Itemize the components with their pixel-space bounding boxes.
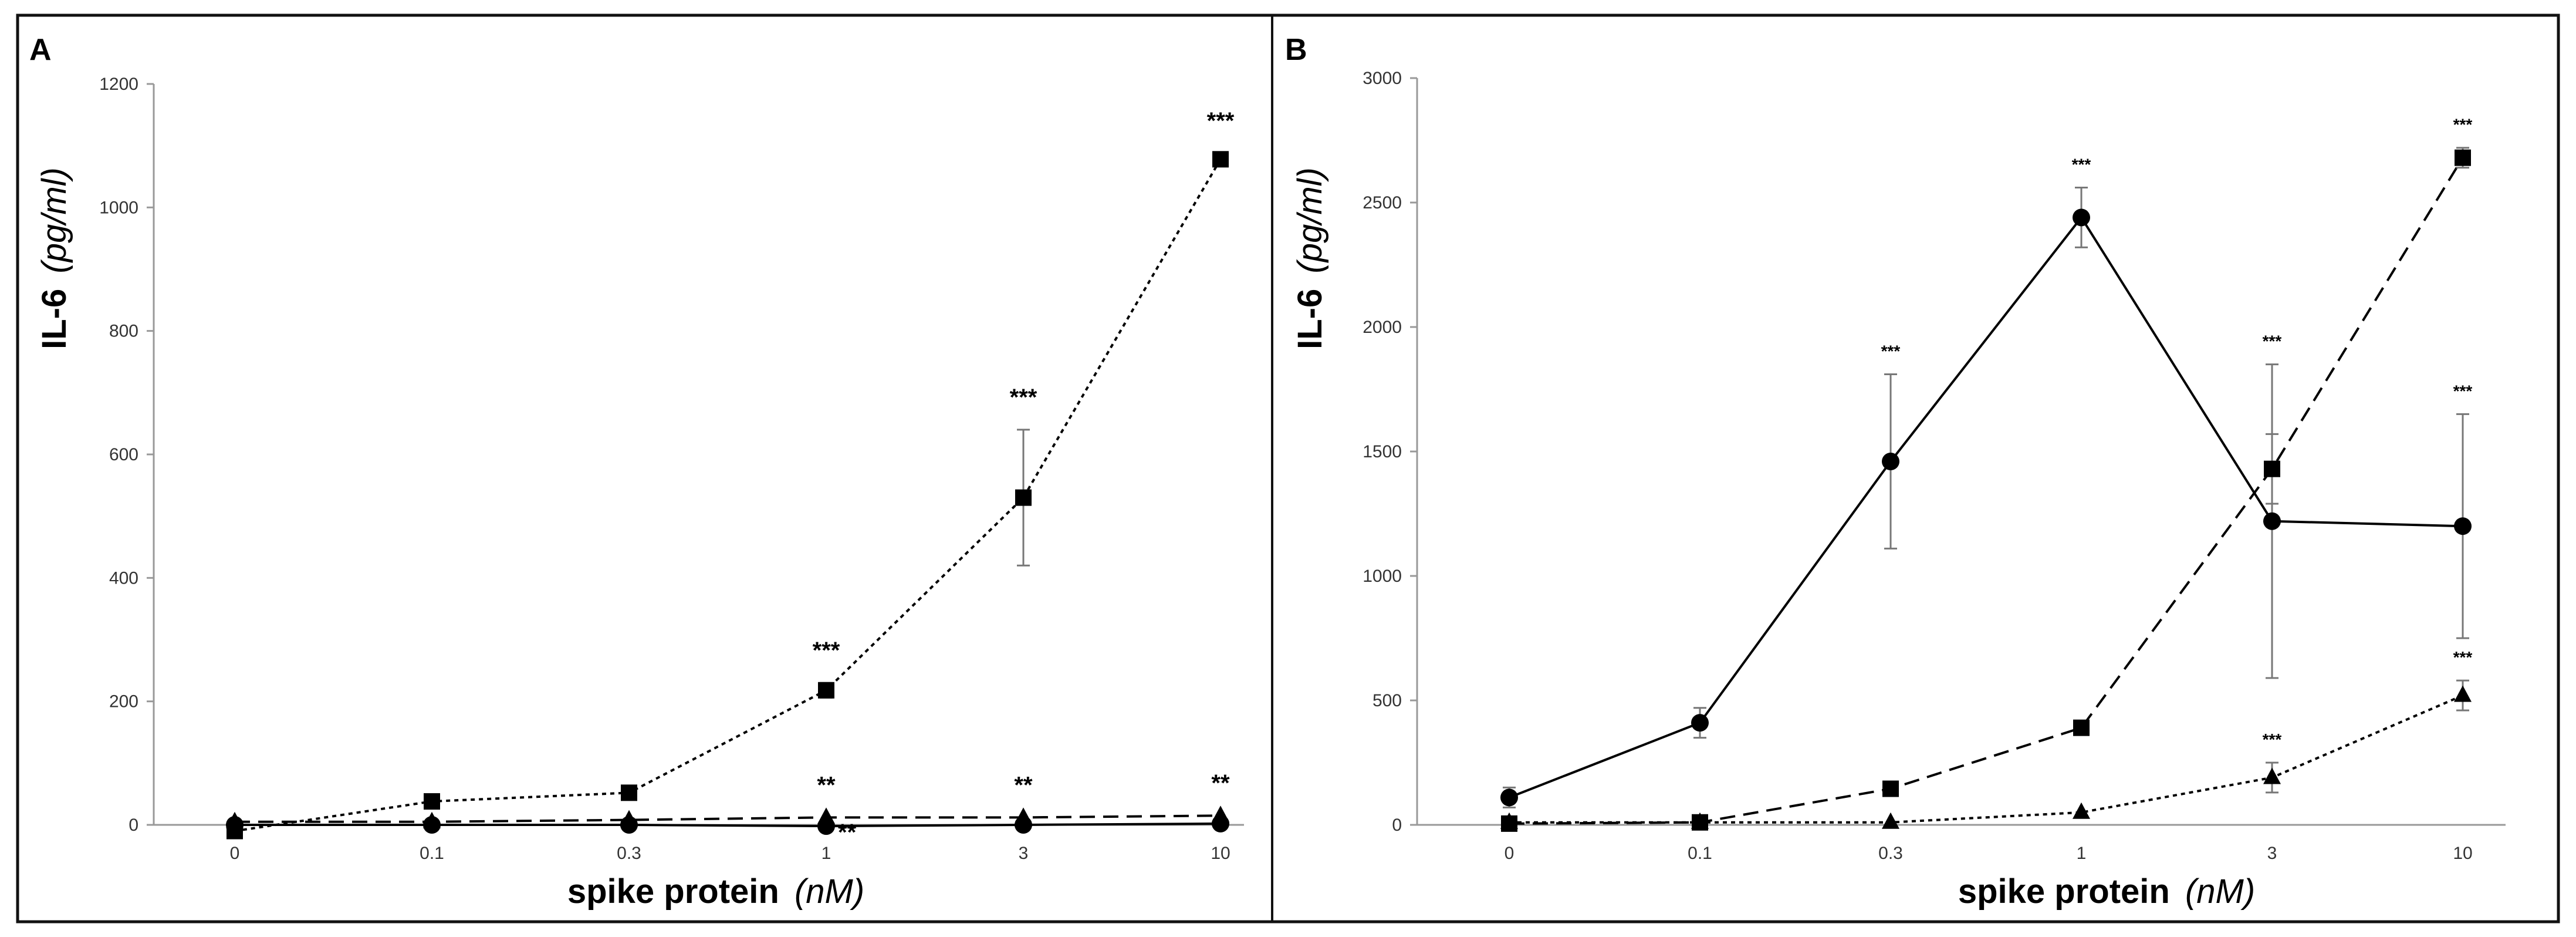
- data-point-square: [621, 784, 637, 801]
- data-point-square: [2073, 719, 2090, 736]
- series-line-square: [1509, 157, 2464, 825]
- data-point-circle: [2263, 512, 2281, 530]
- x-axis-title-a-unit: (nM): [795, 872, 864, 911]
- x-axis-title-a-main: spike protein: [567, 872, 779, 911]
- significance-label: ***: [2453, 648, 2473, 666]
- x-axis-title-b-unit: (nM): [2185, 872, 2255, 911]
- chart-panel-b: B 0 500 1000 1500 2000 2500 3000 0 0.1 0.3 1 3 10 **…: [1285, 33, 2506, 911]
- x-tick-label: 0.1: [420, 844, 444, 863]
- x-tick-label: 1: [822, 844, 831, 863]
- data-point-triangle: [2263, 767, 2281, 784]
- significance-label: **: [1014, 772, 1033, 798]
- data-point-circle: [226, 816, 244, 834]
- y-axis-title-b-unit: (pg/ml): [1291, 167, 1329, 273]
- y-axis-title-b: IL-6 (pg/ml): [1291, 167, 1329, 349]
- x-axis-title-b-main: spike protein: [1958, 872, 2170, 911]
- y-tick-label: 400: [109, 568, 138, 588]
- data-point-square: [2264, 460, 2280, 477]
- y-tick-label: 800: [109, 322, 138, 341]
- data-point-circle: [2454, 517, 2472, 535]
- data-point-triangle: [1691, 812, 1709, 829]
- significance-label: ***: [813, 638, 840, 663]
- data-point-triangle: [2454, 685, 2472, 702]
- significance-label: ***: [1010, 385, 1037, 410]
- significance-label: ***: [2072, 156, 2091, 174]
- data-point-circle: [2073, 208, 2090, 227]
- significance-label: ***: [2453, 382, 2473, 400]
- significance-label: **: [817, 772, 836, 798]
- significance-label: ***: [1207, 108, 1235, 134]
- figure-frame: [16, 14, 2560, 923]
- y-axis-title-a-unit: (pg/ml): [35, 167, 73, 273]
- panel-label-a: A: [29, 33, 52, 67]
- y-tick-label: 2000: [1363, 318, 1402, 337]
- significance-label: ***: [1881, 342, 1901, 360]
- x-tick-label: 1: [2077, 844, 2087, 863]
- data-point-square: [818, 682, 834, 699]
- data-point-triangle: [2073, 802, 2090, 819]
- x-tick-label: 3: [1019, 844, 1029, 863]
- x-tick-label: 10: [1211, 844, 1230, 863]
- series-line-circle: [235, 822, 1221, 828]
- y-tick-label: 1000: [1363, 567, 1402, 586]
- y-tick-label: 200: [109, 692, 138, 712]
- significance-label: **: [838, 820, 857, 845]
- y-tick-label: 1500: [1363, 442, 1402, 461]
- data-point-circle: [1212, 814, 1229, 832]
- x-tick-label: 0.1: [1688, 844, 1712, 863]
- x-tick-label: 0.3: [1878, 844, 1903, 863]
- data-point-circle: [1882, 452, 1899, 470]
- y-tick-label: 1200: [99, 75, 138, 94]
- x-tick-label: 0: [1505, 844, 1515, 863]
- series-line-circle: [1509, 215, 2463, 799]
- significance-label: ***: [2263, 332, 2282, 350]
- x-axis-title-b: spike protein (nM): [1958, 872, 2255, 911]
- y-tick-label: 600: [109, 445, 138, 464]
- data-point-circle: [1015, 816, 1032, 834]
- y-tick-label: 1000: [99, 198, 138, 217]
- y-axis-title-a-main: IL-6: [35, 289, 73, 349]
- data-point-triangle: [1500, 812, 1518, 829]
- x-tick-label: 0.3: [617, 844, 641, 863]
- y-tick-label: 500: [1372, 691, 1402, 710]
- x-axis-title-a: spike protein (nM): [567, 872, 864, 911]
- significance-label: ***: [2263, 730, 2282, 749]
- series-line-triangle: [1509, 694, 2463, 824]
- significance-label: ***: [2453, 116, 2473, 134]
- y-tick-label: 2500: [1363, 193, 1402, 213]
- data-point-square: [1015, 489, 1032, 506]
- data-point-square: [424, 793, 440, 810]
- y-tick-label: 3000: [1363, 69, 1402, 88]
- series-line-triangle: [235, 814, 1221, 823]
- data-point-circle: [423, 816, 441, 834]
- axes-a: 0 200 400 600 800 1000 1200 0 0.1 0.3 1 3 10: [99, 75, 1244, 863]
- y-tick-label: 0: [129, 815, 138, 835]
- axes-b: 0 500 1000 1500 2000 2500 3000 0 0.1 0.3 1 3 10: [1363, 69, 2506, 863]
- x-tick-label: 0: [230, 844, 240, 863]
- data-point-circle: [1691, 714, 1709, 732]
- data-point-circle: [1500, 788, 1518, 807]
- y-axis-title-b-main: IL-6: [1291, 289, 1329, 349]
- significance-label: **: [1211, 770, 1230, 796]
- series-a: *********** ** ****: [226, 108, 1235, 845]
- data-point-circle: [620, 816, 638, 834]
- data-point-square: [2455, 149, 2471, 166]
- data-point-triangle: [1882, 812, 1899, 829]
- series-line-square: [234, 159, 1222, 832]
- panel-label-b: B: [1285, 33, 1307, 67]
- y-axis-title-a: IL-6 (pg/ml): [35, 167, 73, 349]
- series-b: *** *** *** *** *** *** ***: [1500, 116, 2472, 832]
- data-point-square: [1882, 780, 1899, 797]
- x-tick-label: 10: [2453, 844, 2472, 863]
- y-tick-label: 0: [1392, 815, 1402, 835]
- data-point-circle: [817, 817, 835, 835]
- x-tick-label: 3: [2267, 844, 2277, 863]
- data-point-square: [1212, 151, 1229, 168]
